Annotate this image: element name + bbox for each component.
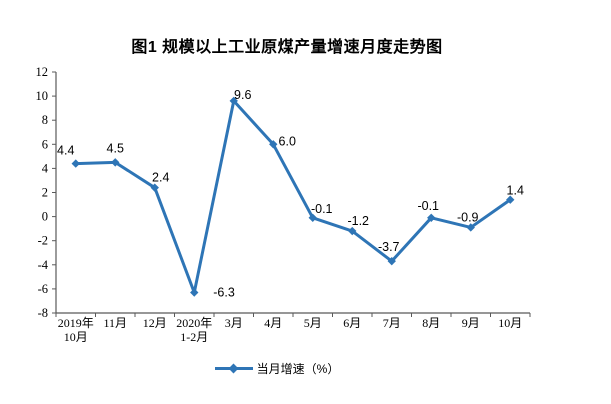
data-point-marker	[348, 226, 357, 236]
x-tick-label: 8月	[422, 316, 440, 330]
series-line	[74, 99, 512, 295]
data-point-marker	[71, 159, 80, 168]
x-tick-label: 11月	[103, 316, 127, 330]
y-tick-label: 0	[42, 210, 48, 224]
data-point-marker	[229, 96, 238, 106]
data-point-marker	[269, 140, 278, 149]
data-point-marker	[506, 195, 515, 204]
data-point-label: 1.4	[507, 184, 524, 198]
y-tick-label: 10	[36, 89, 49, 103]
data-point-label: -6.3	[213, 286, 235, 300]
data-point-label: 4.5	[107, 141, 124, 155]
x-tick-label: 10月	[498, 316, 522, 330]
legend-diamond-swatch	[228, 363, 239, 373]
y-tick-label: 12	[36, 65, 49, 79]
y-tick-label: 6	[42, 137, 48, 151]
data-point-marker	[190, 288, 199, 297]
x-tick-label: 2020年 1-2月	[176, 316, 212, 344]
chart-title: 图1 规模以上工业原煤产量增速月度走势图	[131, 39, 443, 56]
data-point-label: -0.1	[311, 202, 333, 216]
x-tick-label: 9月	[462, 316, 480, 330]
data-point-label: -0.9	[457, 210, 479, 224]
data-point-label: 6.0	[279, 134, 296, 148]
y-tick-label: 4	[42, 161, 49, 175]
x-tick-label: 7月	[383, 316, 401, 330]
data-point-marker	[427, 213, 436, 223]
x-tick-label: 6月	[343, 316, 361, 330]
x-tick-label: 4月	[264, 316, 282, 330]
y-tick-label: -4	[38, 258, 49, 272]
data-point-label: 9.6	[234, 88, 251, 102]
y-tick-label: -6	[38, 282, 48, 296]
x-tick-label: 2019年 10月	[58, 316, 94, 344]
data-point-label: -1.2	[347, 214, 369, 228]
data-point-marker	[308, 213, 317, 223]
x-tick-label: 5月	[304, 316, 322, 330]
y-tick-label: -8	[38, 306, 48, 320]
legend: 当月增速（%）	[0, 358, 554, 378]
data-point-label: -3.7	[378, 240, 400, 254]
y-tick-label: 2	[42, 186, 48, 200]
y-tick-label: 8	[42, 113, 48, 127]
x-tick-label: 3月	[225, 316, 243, 330]
data-point-marker	[466, 223, 475, 232]
data-point-label: 2.4	[152, 171, 169, 185]
legend-label: 当月增速（%）	[256, 361, 340, 376]
y-tick-label: -2	[38, 234, 48, 248]
legend-line-diamond-icon	[214, 363, 253, 373]
data-point-label: 4.4	[57, 144, 74, 158]
data-point-marker	[387, 256, 396, 266]
x-tick-label: 12月	[143, 316, 167, 330]
data-point-label: -0.1	[417, 199, 439, 213]
data-point-marker	[111, 158, 120, 167]
data-point-marker	[150, 183, 159, 192]
